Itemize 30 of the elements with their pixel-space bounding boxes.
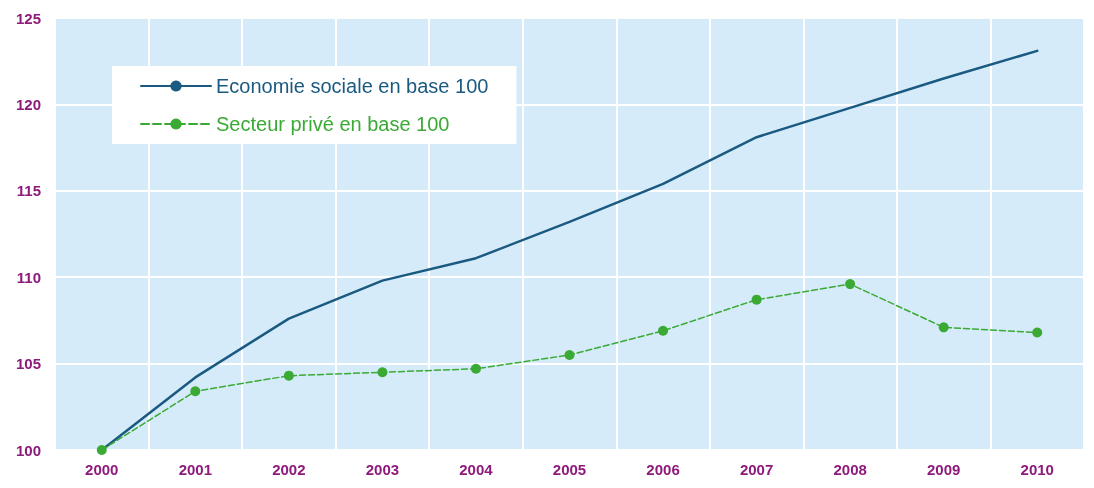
y-tick-label: 105 [15, 355, 41, 373]
x-tick-label: 2007 [739, 461, 774, 478]
x-tick-label: 2002 [272, 461, 306, 478]
point [190, 386, 201, 397]
point [96, 445, 107, 455]
x-tick-label: 2000 [85, 461, 119, 478]
point [938, 322, 949, 333]
x-tick-label: 2003 [365, 461, 400, 478]
point [751, 294, 762, 305]
x-tick-label: 2005 [552, 461, 587, 478]
point [658, 325, 669, 336]
x-tick-label: 2008 [833, 461, 867, 478]
point [283, 370, 294, 381]
y-tick-label: 115 [16, 182, 41, 200]
point [1032, 327, 1043, 338]
x-tick-label: 2006 [646, 461, 680, 478]
x-tick-label: 2001 [178, 461, 213, 478]
point [377, 367, 388, 378]
x-tick-label: 2009 [926, 461, 961, 478]
legend-label: Secteur privé en base 100 [216, 113, 450, 135]
legend-label: Economie sociale en base 100 [216, 75, 489, 97]
point [470, 363, 481, 374]
y-tick-label: 125 [15, 9, 41, 27]
y-tick-label: 110 [16, 268, 41, 286]
y-tick-label: 100 [15, 441, 41, 459]
y-tick-label: 120 [15, 95, 41, 113]
x-tick-label: 2004 [459, 461, 494, 478]
x-tick-label: 2010 [1020, 461, 1054, 478]
point [845, 279, 856, 290]
point [564, 349, 575, 360]
